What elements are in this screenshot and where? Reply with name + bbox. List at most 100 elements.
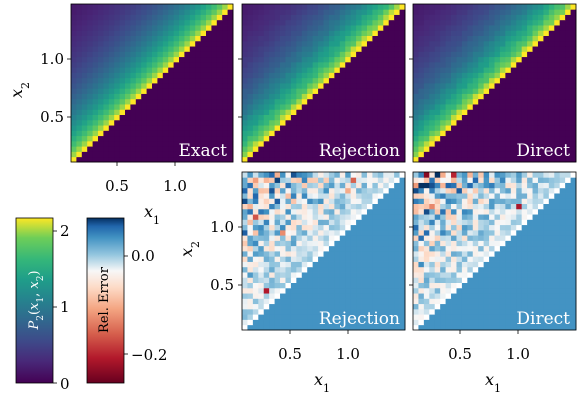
heatmap-cell (472, 56, 479, 63)
heatmap-cell (146, 51, 153, 58)
heatmap-cell (472, 72, 479, 79)
heatmap-cell (318, 219, 324, 226)
heatmap-cell (434, 4, 441, 10)
heatmap-cell (263, 25, 270, 31)
heatmap-cell (483, 203, 490, 210)
heatmap-cell (399, 19, 406, 26)
heatmap-cell (521, 72, 528, 79)
heatmap-cell (383, 182, 390, 189)
heatmap-cell (301, 303, 308, 310)
heatmap-cell (516, 114, 523, 121)
heatmap-cell (98, 40, 104, 47)
heatmap-cell (350, 219, 357, 226)
heatmap-cell (440, 19, 446, 26)
heatmap-cell (543, 298, 550, 305)
heatmap-cell (532, 224, 539, 231)
heatmap-cell (570, 88, 577, 94)
heatmap-cell (483, 135, 490, 142)
heatmap-cell (318, 135, 324, 142)
heatmap-cell (456, 308, 463, 315)
heatmap-cell (489, 51, 495, 58)
heatmap-cell (356, 282, 362, 289)
heatmap-cell (445, 214, 452, 220)
heatmap-cell (543, 93, 550, 100)
heatmap-cell (372, 140, 379, 147)
heatmap-cell (296, 224, 303, 231)
heatmap-cell (521, 130, 528, 137)
heatmap-cell (141, 140, 147, 147)
heatmap-cell (157, 140, 164, 147)
heatmap-cell (521, 114, 528, 121)
heatmap-cell (339, 293, 346, 299)
heatmap-cell (200, 9, 207, 15)
heatmap-cell (478, 83, 485, 89)
heatmap-cell (334, 193, 341, 199)
heatmap-cell (418, 61, 425, 68)
heatmap-cell (81, 151, 88, 158)
heatmap-cell (399, 104, 406, 110)
heatmap-cell (146, 98, 153, 105)
heatmap-cell (521, 4, 528, 10)
heatmap-cell (361, 9, 368, 15)
heatmap-cell (532, 114, 539, 121)
heatmap-cell (532, 19, 539, 26)
heatmap-cell (247, 30, 254, 36)
heatmap-cell (216, 156, 223, 163)
heatmap-cell (445, 266, 452, 273)
heatmap-cell (451, 30, 457, 36)
heatmap-cell (290, 303, 297, 310)
heatmap-cell (565, 30, 571, 36)
heatmap-cell (483, 40, 490, 47)
heatmap-cell (494, 114, 501, 121)
heatmap-cell (510, 14, 517, 21)
heatmap-cell (361, 67, 368, 73)
heatmap-cell (451, 140, 457, 147)
heatmap-cell (323, 35, 330, 42)
heatmap-cell (71, 156, 77, 163)
heatmap-cell (301, 156, 308, 163)
heatmap-cell (516, 67, 523, 73)
heatmap-cell (377, 35, 384, 42)
heatmap-cell (345, 56, 352, 63)
heatmap-cell (307, 125, 314, 131)
heatmap-cell (418, 298, 425, 305)
heatmap-cell (312, 214, 319, 220)
heatmap-cell (434, 193, 441, 199)
heatmap-cell (423, 272, 430, 278)
heatmap-cell (467, 187, 474, 194)
heatmap-cell (152, 146, 158, 152)
heatmap-cell (429, 298, 436, 305)
heatmap-cell (301, 35, 308, 42)
heatmap-cell (429, 72, 436, 79)
heatmap-cell (429, 35, 436, 42)
heatmap-cell (445, 172, 452, 178)
heatmap-cell (570, 229, 577, 236)
heatmap-cell (383, 156, 390, 163)
heatmap-cell (195, 156, 201, 163)
heatmap-cell (274, 125, 281, 131)
heatmap-cell (366, 240, 373, 247)
heatmap-cell (339, 172, 346, 178)
heatmap-cell (527, 303, 533, 310)
heatmap-cell (301, 140, 308, 147)
heatmap-cell (334, 30, 341, 36)
heatmap-cell (345, 303, 352, 310)
heatmap-cell (162, 98, 169, 105)
heatmap-cell (285, 77, 292, 84)
heatmap-cell (377, 4, 384, 10)
heatmap-cell (280, 35, 286, 42)
heatmap-cell (296, 251, 303, 257)
heatmap-cell (179, 46, 185, 52)
heatmap-cell (548, 77, 555, 84)
heatmap-cell (334, 35, 341, 42)
heatmap-cell (505, 130, 512, 137)
heatmap-cell (548, 98, 555, 105)
heatmap-cell (467, 146, 474, 152)
heatmap-cell (189, 151, 196, 158)
heatmap-cell (377, 104, 384, 110)
heatmap-cell (413, 282, 419, 289)
heatmap-cell (206, 67, 212, 73)
heatmap-cell (383, 19, 390, 26)
heatmap-cell (339, 245, 346, 252)
heatmap-cell (456, 46, 463, 52)
